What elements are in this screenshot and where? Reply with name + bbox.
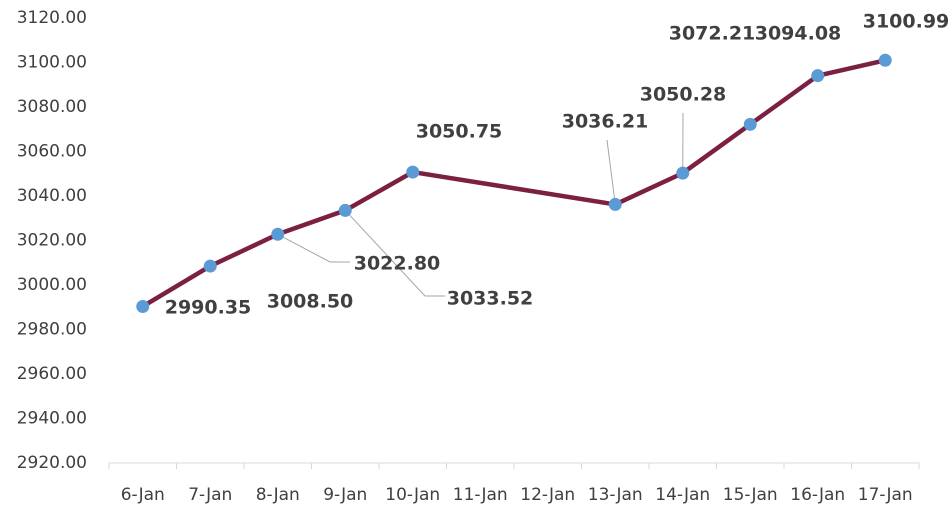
x-tick-label: 9-Jan (323, 485, 367, 505)
data-label: 3036.21 (562, 111, 649, 133)
y-tick-label: 3040.00 (17, 186, 87, 206)
data-label: 3033.52 (447, 288, 534, 310)
x-tick-label: 8-Jan (256, 485, 300, 505)
marker (743, 117, 757, 131)
data-label: 3072.21 (669, 23, 756, 45)
leader-line (277, 233, 350, 263)
x-tick-label: 6-Jan (121, 485, 165, 505)
y-tick-label: 3120.00 (17, 8, 87, 28)
data-label: 2990.35 (165, 297, 252, 319)
marker (271, 227, 285, 241)
x-tick-label: 14-Jan (655, 485, 710, 505)
marker (676, 166, 690, 180)
leader-line (606, 139, 616, 205)
x-tick-label: 13-Jan (588, 485, 643, 505)
data-label: 3100.99 (863, 11, 948, 33)
x-tick-label: 7-Jan (188, 485, 232, 505)
x-tick-label: 17-Jan (858, 485, 913, 505)
y-tick-label: 2940.00 (17, 409, 87, 429)
y-tick-label: 2980.00 (17, 320, 87, 340)
data-label: 3094.08 (755, 23, 842, 45)
x-tick-label: 16-Jan (790, 485, 845, 505)
data-label: 3050.28 (640, 84, 727, 106)
y-tick-label: 3100.00 (17, 53, 87, 73)
marker (608, 197, 622, 211)
x-tick-label: 15-Jan (723, 485, 778, 505)
marker (203, 259, 217, 273)
marker (136, 299, 150, 313)
marker (811, 69, 825, 83)
leader-line (344, 210, 445, 297)
marker (338, 203, 352, 217)
data-label: 3050.75 (416, 121, 503, 143)
marker (878, 53, 892, 67)
data-label: 3022.80 (354, 253, 441, 275)
line (141, 58, 886, 309)
y-tick-label: 3080.00 (17, 97, 87, 117)
y-tick-label: 3020.00 (17, 231, 87, 251)
x-tick-label: 10-Jan (385, 485, 440, 505)
y-tick-label: 3060.00 (17, 142, 87, 162)
y-tick-label: 3000.00 (17, 275, 87, 295)
x-tick-label: 12-Jan (520, 485, 575, 505)
y-tick-label: 2960.00 (17, 364, 87, 384)
x-tick-label: 11-Jan (453, 485, 508, 505)
data-label: 3008.50 (267, 291, 354, 313)
y-tick-label: 2920.00 (17, 453, 87, 473)
marker (406, 165, 420, 179)
